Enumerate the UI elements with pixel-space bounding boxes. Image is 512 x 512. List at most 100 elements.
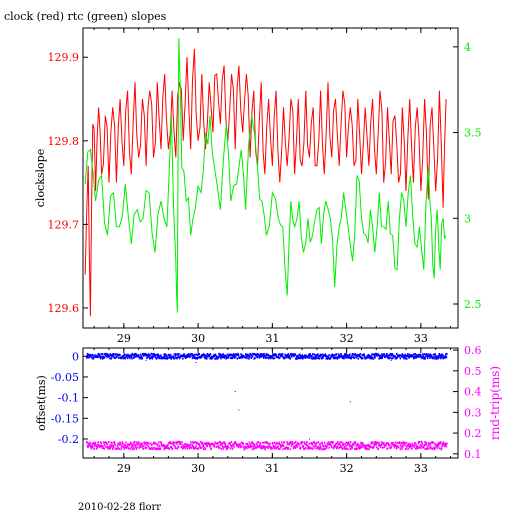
data-point — [265, 441, 267, 444]
data-point — [446, 442, 448, 445]
data-point — [280, 355, 282, 357]
data-point — [130, 355, 133, 358]
data-point — [284, 353, 286, 356]
data-point — [266, 445, 269, 448]
data-point — [331, 446, 333, 449]
data-point — [144, 442, 147, 445]
data-point — [201, 355, 203, 358]
data-point — [263, 352, 265, 355]
data-point — [233, 353, 235, 356]
data-point — [198, 356, 200, 359]
data-point — [154, 356, 157, 359]
data-point — [221, 442, 223, 445]
data-point — [386, 355, 389, 358]
data-point — [262, 446, 265, 449]
data-point — [152, 448, 154, 450]
data-point — [309, 354, 311, 357]
data-point — [361, 357, 363, 360]
data-point — [273, 441, 276, 444]
data-point — [414, 353, 416, 356]
data-point — [150, 352, 152, 355]
data-point — [382, 443, 385, 446]
data-point — [107, 356, 109, 359]
data-point — [320, 448, 323, 451]
data-point — [172, 441, 174, 444]
data-point — [370, 356, 372, 359]
data-point — [91, 445, 93, 447]
data-point — [120, 448, 122, 451]
data-point — [172, 355, 174, 358]
data-point — [181, 447, 184, 450]
data-point — [187, 444, 190, 446]
data-point — [162, 444, 165, 446]
data-point — [117, 447, 120, 450]
data-point — [425, 441, 427, 444]
data-point — [124, 446, 127, 449]
data-point — [339, 441, 341, 444]
data-point — [411, 447, 413, 450]
data-point — [329, 444, 331, 447]
data-point — [360, 446, 362, 449]
data-point — [122, 357, 124, 360]
data-point — [362, 354, 365, 357]
data-point — [204, 354, 207, 357]
data-point — [176, 442, 178, 445]
bottom-plot: 29 30 31 32 33 0 -0.05 -0.1 -0.15 -0.2 0.1 0.2 0.3… — [35, 344, 502, 475]
data-point — [364, 444, 367, 447]
data-point — [98, 355, 101, 358]
data-point — [110, 445, 112, 448]
data-point — [176, 447, 178, 450]
data-point — [374, 441, 377, 443]
data-point — [332, 447, 335, 450]
data-point — [307, 446, 310, 449]
data-point — [225, 355, 227, 357]
data-point — [165, 354, 168, 357]
data-point — [440, 355, 442, 358]
data-point — [396, 356, 398, 359]
data-point — [351, 446, 354, 449]
data-point — [188, 353, 190, 355]
data-point — [368, 448, 370, 451]
data-point — [378, 353, 380, 356]
data-point — [192, 445, 194, 448]
data-point — [158, 448, 160, 450]
data-point — [137, 443, 139, 446]
data-point — [220, 357, 222, 360]
data-point — [372, 442, 374, 445]
data-point — [376, 353, 378, 355]
data-point — [356, 444, 358, 447]
data-point — [229, 447, 232, 450]
data-point — [349, 353, 351, 356]
data-point — [315, 442, 318, 444]
data-point — [383, 353, 386, 356]
data-point — [152, 353, 154, 356]
data-point — [202, 448, 205, 451]
data-point — [88, 356, 91, 359]
data-point — [229, 357, 232, 359]
data-point — [345, 441, 348, 444]
data-point — [86, 441, 88, 444]
data-point — [173, 442, 176, 445]
data-point — [160, 441, 162, 444]
data-point — [246, 357, 248, 360]
data-point — [372, 357, 375, 360]
data-point — [390, 447, 392, 450]
data-point — [367, 356, 369, 359]
data-point — [109, 447, 112, 450]
data-point — [371, 441, 373, 444]
data-point — [142, 444, 144, 447]
data-point — [94, 441, 97, 444]
data-point — [340, 441, 343, 444]
data-point — [345, 444, 347, 447]
bottom-plot-y2-axis-label: rnd-trip(ms) — [488, 366, 502, 440]
data-point — [215, 354, 217, 357]
data-point — [245, 353, 247, 356]
data-point — [148, 442, 150, 445]
data-point — [350, 445, 353, 448]
data-point — [126, 444, 129, 447]
data-point — [103, 447, 106, 450]
data-point — [418, 441, 421, 443]
y2-tick-label: 0.5 — [464, 365, 482, 378]
data-point — [436, 355, 438, 358]
data-point — [146, 353, 148, 356]
